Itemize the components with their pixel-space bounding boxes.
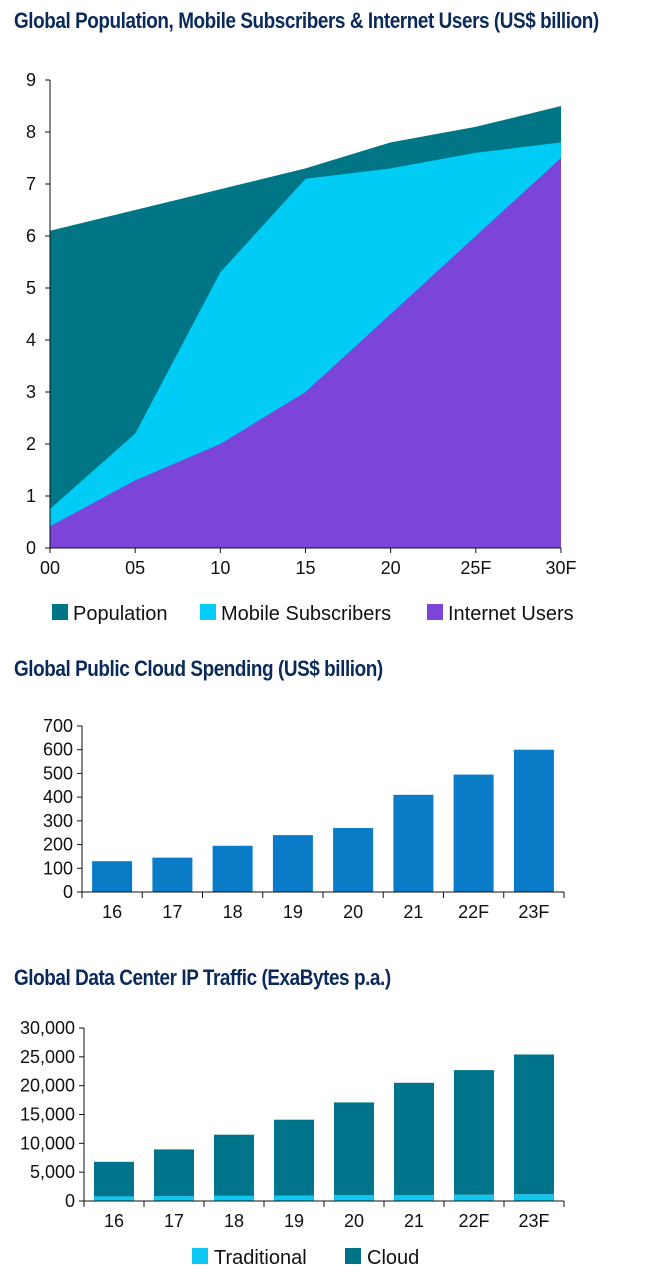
x-tick-label: 20 <box>344 1211 364 1231</box>
x-tick-label: 18 <box>223 902 243 922</box>
bar-traditional-21 <box>394 1194 434 1201</box>
bar-23F <box>513 749 554 892</box>
y-tick-label: 100 <box>43 858 73 878</box>
y-tick-label: 400 <box>43 787 73 807</box>
legend-swatch <box>200 604 216 620</box>
chart1-title: Global Population, Mobile Subscribers & … <box>14 8 599 33</box>
x-tick-label: 22F <box>458 1211 489 1231</box>
legend-swatch <box>52 604 68 620</box>
y-tick-label: 1 <box>26 486 36 506</box>
bar-cloud-23F <box>514 1054 554 1195</box>
x-tick-label: 17 <box>164 1211 184 1231</box>
x-tick-label: 16 <box>102 902 122 922</box>
legend-swatch <box>192 1248 208 1264</box>
bar-traditional-17 <box>154 1196 194 1201</box>
y-tick-label: 20,000 <box>20 1076 75 1096</box>
y-tick-label: 9 <box>26 70 36 90</box>
x-tick-label: 17 <box>162 902 182 922</box>
y-tick-label: 0 <box>26 538 36 558</box>
chart2-title: Global Public Cloud Spending (US$ billio… <box>14 656 383 681</box>
legend-label: Mobile Subscribers <box>221 603 391 625</box>
bar-traditional-23F <box>514 1194 554 1201</box>
legend-label: Cloud <box>367 1247 419 1269</box>
y-tick-label: 3 <box>26 382 36 402</box>
cloud-spending-bar-chart: 0 100 200 300 400 500 600 700 16 17 18 19 20 21 22F 23F <box>43 716 565 922</box>
legend-label: Traditional <box>214 1247 307 1269</box>
bar-21 <box>393 794 434 892</box>
x-tick-label: 05 <box>125 558 145 578</box>
y-tick-label: 500 <box>43 763 73 783</box>
chart3-title: Global Data Center IP Traffic (ExaBytes … <box>14 965 391 990</box>
x-tick-label: 23F <box>518 1211 549 1231</box>
bar-cloud-18 <box>214 1134 254 1196</box>
x-tick-label: 22F <box>458 902 489 922</box>
y-tick-label: 25,000 <box>20 1047 75 1067</box>
y-tick-label: 30,000 <box>20 1018 75 1038</box>
y-tick-label: 4 <box>26 330 36 350</box>
legend-swatch <box>345 1248 361 1264</box>
bar-19 <box>272 835 313 892</box>
bar-cloud-21 <box>394 1082 434 1195</box>
bar-cloud-19 <box>274 1119 314 1196</box>
bar-22F <box>453 774 494 892</box>
y-tick-label: 600 <box>43 740 73 760</box>
y-tick-label: 2 <box>26 434 36 454</box>
x-tick-label: 30F <box>545 558 576 578</box>
bar-cloud-20 <box>334 1102 374 1196</box>
bar-cloud-17 <box>154 1149 194 1197</box>
bar-cloud-16 <box>94 1161 134 1197</box>
y-tick-label: 700 <box>43 716 73 736</box>
x-tick-label: 19 <box>284 1211 304 1231</box>
bar-traditional-22F <box>454 1194 494 1201</box>
legend-label: Population <box>73 603 168 625</box>
x-tick-label: 23F <box>518 902 549 922</box>
x-tick-label: 10 <box>210 558 230 578</box>
x-tick-label: 15 <box>295 558 315 578</box>
x-tick-label: 18 <box>224 1211 244 1231</box>
bar-traditional-16 <box>94 1196 134 1201</box>
bar-cloud-22F <box>454 1070 494 1195</box>
population-area-chart: 0 1 2 3 4 5 6 7 8 9 00 05 10 15 20 25F 30F Population Mobi… <box>26 70 577 625</box>
x-tick-label: 00 <box>40 558 60 578</box>
y-tick-label: 8 <box>26 122 36 142</box>
y-tick-label: 10,000 <box>20 1133 75 1153</box>
x-tick-label: 21 <box>403 902 423 922</box>
bar-traditional-18 <box>214 1195 254 1201</box>
y-tick-label: 7 <box>26 174 36 194</box>
y-tick-label: 200 <box>43 835 73 855</box>
x-tick-label: 20 <box>381 558 401 578</box>
x-tick-label: 19 <box>283 902 303 922</box>
x-tick-label: 21 <box>404 1211 424 1231</box>
legend-swatch <box>427 604 443 620</box>
bar-17 <box>152 857 193 892</box>
y-tick-label: 5 <box>26 278 36 298</box>
x-tick-label: 25F <box>460 558 491 578</box>
bar-18 <box>212 845 253 892</box>
bar-20 <box>333 828 374 892</box>
y-tick-label: 0 <box>63 882 73 902</box>
y-tick-label: 6 <box>26 226 36 246</box>
area-internet-users <box>50 158 561 548</box>
bar-traditional-20 <box>334 1195 374 1201</box>
y-tick-label: 300 <box>43 811 73 831</box>
y-tick-label: 15,000 <box>20 1105 75 1125</box>
x-tick-label: 16 <box>104 1211 124 1231</box>
bar-traditional-19 <box>274 1195 314 1201</box>
bar-16 <box>92 861 133 892</box>
x-tick-label: 20 <box>343 902 363 922</box>
y-tick-label: 5,000 <box>30 1162 75 1182</box>
y-tick-label: 0 <box>65 1191 75 1211</box>
legend-label: Internet Users <box>448 603 574 625</box>
